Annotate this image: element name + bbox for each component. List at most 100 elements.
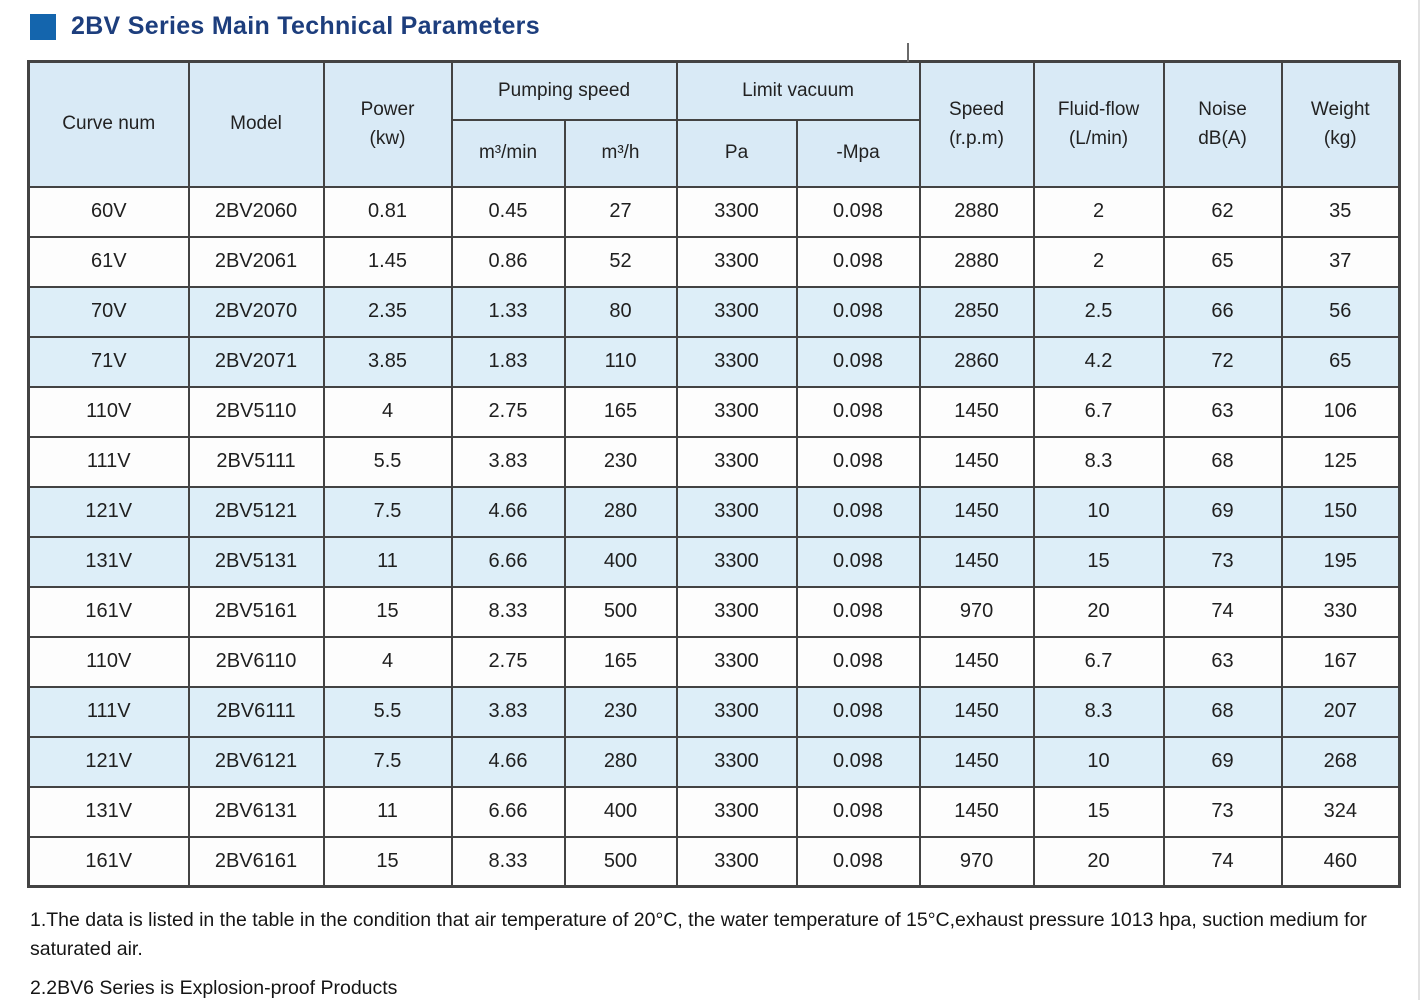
cell-noise: 62 (1162, 185, 1283, 238)
cell-weight: 150 (1280, 485, 1401, 538)
cell-noise: 68 (1162, 685, 1283, 738)
table-row: 60V 2BV2060 0.81 0.45 27 3300 0.098 2880 2 62 35 (27, 185, 1401, 238)
cell-power: 0.81 (322, 185, 453, 238)
cell-m3-h: 400 (563, 535, 678, 588)
cell-mpa: 0.098 (795, 685, 921, 738)
col-header-sublabel: (kg) (1323, 127, 1357, 149)
cell-m3-h: 110 (563, 335, 678, 388)
cell-speed: 970 (918, 835, 1035, 888)
cell-weight: 37 (1280, 235, 1401, 288)
cell-power: 4 (322, 635, 453, 688)
cell-weight: 330 (1280, 585, 1401, 638)
cell-mpa: 0.098 (795, 835, 921, 888)
cell-fluid: 15 (1032, 535, 1165, 588)
cell-m3-h: 52 (563, 235, 678, 288)
col-header-sublabel: (kw) (369, 127, 406, 149)
cell-m3-min: 6.66 (450, 535, 566, 588)
col-header-label: Noise (1198, 98, 1247, 120)
cell-m3-min: 4.66 (450, 485, 566, 538)
cell-m3-h: 280 (563, 735, 678, 788)
cell-m3-min: 3.83 (450, 435, 566, 488)
cell-model: 2BV2070 (187, 285, 325, 338)
cell-mpa: 0.098 (795, 385, 921, 438)
table-header: Curve num Model Power (kw) Pumping speed … (27, 60, 1401, 188)
cell-speed: 1450 (918, 785, 1035, 838)
table-row: 111V 2BV6111 5.5 3.83 230 3300 0.098 1450 8.3 68 2… (27, 685, 1401, 738)
col-header-power: Power (kw) (322, 60, 453, 188)
cell-mpa: 0.098 (795, 285, 921, 338)
table-row: 110V 2BV5110 4 2.75 165 3300 0.098 1450 6.7 63 106 (27, 385, 1401, 438)
cell-power: 11 (322, 535, 453, 588)
col-header-pa: Pa (675, 118, 798, 188)
cell-curve: 111V (27, 435, 190, 488)
cell-pa: 3300 (675, 735, 798, 788)
cell-curve: 70V (27, 285, 190, 338)
cell-noise: 66 (1162, 285, 1283, 338)
cell-speed: 1450 (918, 735, 1035, 788)
cell-m3-min: 1.33 (450, 285, 566, 338)
table-row: 61V 2BV2061 1.45 0.86 52 3300 0.098 2880 2 65 37 (27, 235, 1401, 288)
col-header-sublabel: dB(A) (1198, 127, 1247, 149)
col-header-pumping-speed: Pumping speed (450, 60, 678, 121)
cell-fluid: 6.7 (1032, 635, 1165, 688)
cell-curve: 71V (27, 335, 190, 388)
footnote-1: 1.The data is listed in the table in the… (30, 909, 1367, 961)
cell-mpa: 0.098 (795, 585, 921, 638)
cell-m3-h: 400 (563, 785, 678, 838)
cell-power: 5.5 (322, 685, 453, 738)
cell-speed: 2860 (918, 335, 1035, 388)
table-row: 71V 2BV2071 3.85 1.83 110 3300 0.098 2860 4.2 72 6… (27, 335, 1401, 388)
cell-pa: 3300 (675, 185, 798, 238)
cell-curve: 111V (27, 685, 190, 738)
table-row: 131V 2BV5131 11 6.66 400 3300 0.098 1450 15 73 195 (27, 535, 1401, 588)
cell-speed: 2880 (918, 235, 1035, 288)
col-header-label: Speed (949, 98, 1004, 120)
cell-power: 15 (322, 585, 453, 638)
cell-weight: 460 (1280, 835, 1401, 888)
cell-model: 2BV2071 (187, 335, 325, 388)
cell-weight: 106 (1280, 385, 1401, 438)
cell-noise: 68 (1162, 435, 1283, 488)
cell-pa: 3300 (675, 285, 798, 338)
cell-mpa: 0.098 (795, 635, 921, 688)
table-row: 121V 2BV6121 7.5 4.66 280 3300 0.098 1450 10 69 26… (27, 735, 1401, 788)
cell-m3-h: 80 (563, 285, 678, 338)
scan-artifact-tick (907, 43, 909, 62)
cell-fluid: 8.3 (1032, 685, 1165, 738)
cell-pa: 3300 (675, 335, 798, 388)
col-header-fluid-flow: Fluid-flow (L/min) (1032, 60, 1165, 188)
col-header-label: Model (230, 113, 282, 135)
table-row: 110V 2BV6110 4 2.75 165 3300 0.098 1450 6.7 63 167 (27, 635, 1401, 688)
cell-model: 2BV5161 (187, 585, 325, 638)
cell-m3-min: 2.75 (450, 385, 566, 438)
table-body: 60V 2BV2060 0.81 0.45 27 3300 0.098 2880 2 62 35 61… (27, 185, 1401, 888)
cell-pa: 3300 (675, 485, 798, 538)
cell-model: 2BV2061 (187, 235, 325, 288)
cell-model: 2BV5121 (187, 485, 325, 538)
cell-model: 2BV6121 (187, 735, 325, 788)
cell-power: 4 (322, 385, 453, 438)
cell-speed: 970 (918, 585, 1035, 638)
cell-curve: 131V (27, 785, 190, 838)
cell-weight: 125 (1280, 435, 1401, 488)
cell-m3-min: 1.83 (450, 335, 566, 388)
cell-m3-h: 165 (563, 385, 678, 438)
cell-m3-min: 4.66 (450, 735, 566, 788)
table-row: 161V 2BV6161 15 8.33 500 3300 0.098 970 20 74 460 (27, 835, 1401, 888)
scan-artifact-edge-line (1418, 0, 1420, 1000)
cell-power: 2.35 (322, 285, 453, 338)
cell-pa: 3300 (675, 235, 798, 288)
cell-mpa: 0.098 (795, 785, 921, 838)
cell-speed: 2850 (918, 285, 1035, 338)
cell-power: 15 (322, 835, 453, 888)
cell-m3-min: 3.83 (450, 685, 566, 738)
col-header-model: Model (187, 60, 325, 188)
cell-power: 5.5 (322, 435, 453, 488)
cell-speed: 2880 (918, 185, 1035, 238)
cell-m3-h: 280 (563, 485, 678, 538)
cell-noise: 74 (1162, 585, 1283, 638)
cell-pa: 3300 (675, 685, 798, 738)
cell-m3-min: 6.66 (450, 785, 566, 838)
cell-mpa: 0.098 (795, 535, 921, 588)
cell-m3-min: 8.33 (450, 585, 566, 638)
